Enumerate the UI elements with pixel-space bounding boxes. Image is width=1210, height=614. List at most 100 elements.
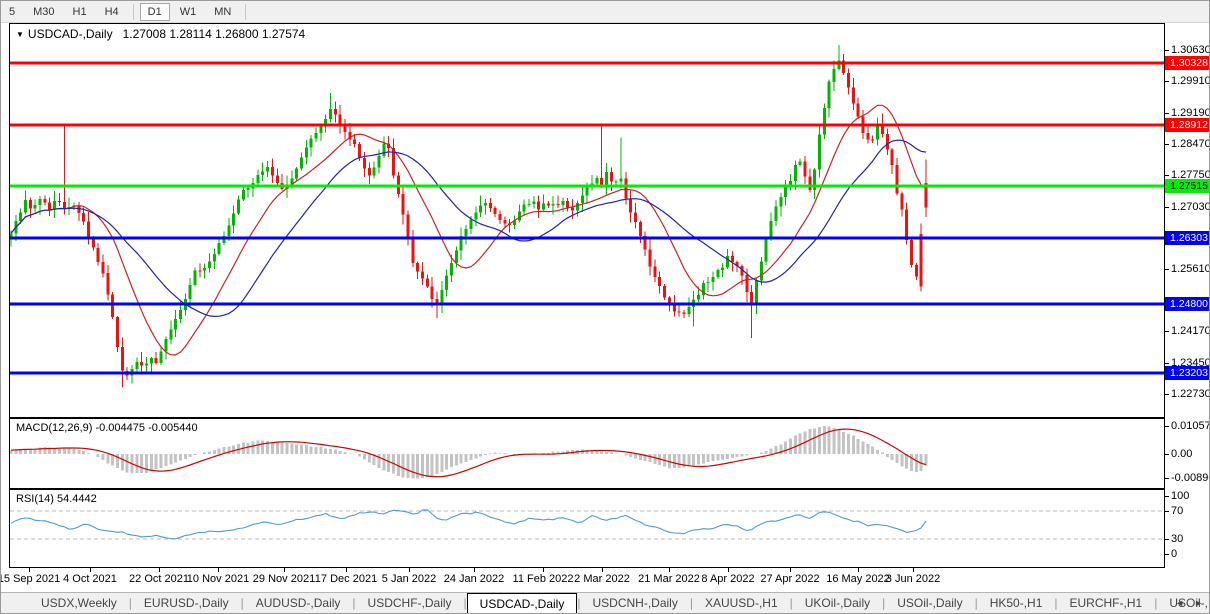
macd-panel[interactable]: MACD(12,26,9) -0.004475 -0.005440 — [9, 418, 1165, 489]
date-label: 8 Apr 2022 — [701, 573, 755, 585]
axis-tick-mark — [1165, 454, 1169, 455]
axis-tick-mark — [1165, 207, 1169, 208]
rsi-chart-canvas[interactable] — [10, 490, 1164, 567]
tab-xauusd-h1[interactable]: XAUUSD-,H1 — [704, 596, 778, 610]
tab-audusd-daily[interactable]: AUDUSD-,Daily — [255, 596, 341, 610]
toolbar-separator — [245, 3, 247, 20]
tab-usdx-weekly[interactable]: USDX,Weekly — [41, 596, 117, 610]
price-axis-tick: 1.30630 — [1171, 44, 1210, 56]
tab-separator: | — [463, 596, 467, 610]
axis-tick-mark — [1165, 496, 1169, 497]
tab-usdcnh-daily[interactable]: USDCNH-,Daily — [592, 596, 678, 610]
date-label: 17 Dec 2021 — [314, 573, 378, 585]
date-label: 2 Mar 2022 — [574, 573, 630, 585]
axis-tick-mark — [1165, 269, 1169, 270]
price-badge-1.27515: 1.27515 — [1165, 179, 1209, 193]
tab-usdcad-daily[interactable]: USDCAD-,Daily — [466, 593, 578, 613]
tab-ukoil-daily[interactable]: UKOil-,Daily — [804, 596, 871, 610]
axis-tick-mark — [1165, 113, 1169, 114]
timeframe-button-MN[interactable]: MN — [214, 5, 232, 18]
rsi-axis-tick: 30 — [1171, 533, 1184, 545]
macd-axis-tick: -0.00896 — [1171, 472, 1209, 484]
date-label: 10 Nov 2021 — [186, 573, 250, 585]
date-tick-mark — [728, 568, 729, 572]
axis-tick-mark — [1165, 394, 1169, 395]
date-label: 22 Oct 2021 — [129, 573, 189, 585]
date-tick-mark — [913, 568, 914, 572]
tab-separator: | — [882, 596, 886, 610]
date-tick-mark — [159, 568, 160, 572]
axis-tick-mark — [1165, 478, 1169, 479]
date-label: 3 Jun 2022 — [885, 573, 941, 585]
tab-separator: | — [689, 596, 693, 610]
chart-title: ▼ USDCAD-,Daily 1.27008 1.28114 1.26800 1.… — [16, 27, 305, 41]
main-chart-panel[interactable]: ▼ USDCAD-,Daily 1.27008 1.28114 1.26800 1.… — [9, 23, 1165, 418]
date-label: 15 Sep 2021 — [0, 573, 61, 585]
tab-separator: | — [577, 596, 581, 610]
date-tick-mark — [284, 568, 285, 572]
tab-usoil-daily[interactable]: USOil-,Daily — [897, 596, 963, 610]
price-axis-tick: 1.25610 — [1171, 263, 1210, 275]
macd-chart-canvas[interactable] — [10, 419, 1164, 488]
tab-separator: | — [1154, 596, 1158, 610]
axis-tick-mark — [1165, 539, 1169, 540]
timeframe-button-H1[interactable]: H1 — [72, 5, 87, 18]
axis-tick-mark — [1165, 363, 1169, 364]
tab-separator: | — [789, 596, 793, 610]
date-label: 21 Mar 2022 — [638, 573, 700, 585]
price-axis-tick: 1.28470 — [1171, 138, 1210, 150]
tab-scroll-arrows: ◄ ► — [1175, 597, 1203, 609]
tab-usoil-h4[interactable]: USOil-,H4 — [1169, 596, 1209, 610]
timeframe-button-M30[interactable]: M30 — [33, 5, 55, 18]
macd-histogram-group — [10, 426, 928, 479]
rsi-panel[interactable]: RSI(14) 54.4442 — [9, 489, 1165, 568]
date-tick-mark — [90, 568, 91, 572]
tab-hk50-h1[interactable]: HK50-,H1 — [989, 596, 1043, 610]
date-tick-mark — [346, 568, 347, 572]
axis-tick-mark — [1165, 175, 1169, 176]
timeframe-button-W1[interactable]: W1 — [179, 5, 197, 18]
date-label: 5 Jan 2022 — [381, 573, 437, 585]
date-tick-mark — [218, 568, 219, 572]
date-tick-mark — [29, 568, 30, 572]
price-badge-1.28912: 1.28912 — [1165, 118, 1209, 132]
tab-separator: | — [974, 596, 978, 610]
tab-eurchf-h1[interactable]: EURCHF-,H1 — [1069, 596, 1143, 610]
date-tick-mark — [858, 568, 859, 572]
date-label: 29 Nov 2021 — [252, 573, 316, 585]
price-badge-1.26303: 1.26303 — [1165, 231, 1209, 245]
chart-tab-bar: USDX,Weekly | EURUSD-,Daily | AUDUSD-,Daily |… — [1, 592, 1209, 613]
date-tick-mark — [409, 568, 410, 572]
chart-dropdown-icon[interactable]: ▼ — [16, 30, 24, 39]
tab-separator: | — [352, 596, 356, 610]
date-tick-mark — [543, 568, 544, 572]
date-tick-mark — [474, 568, 475, 572]
timeframe-button-D1[interactable]: D1 — [139, 2, 170, 21]
axis-tick-mark — [1165, 81, 1169, 82]
rsi-axis-tick: 70 — [1171, 505, 1184, 517]
horizontal-levels-group[interactable] — [10, 61, 1164, 375]
price-axis-tick: 1.24170 — [1171, 325, 1210, 337]
toolbar-separator — [132, 3, 134, 20]
date-label: 4 Oct 2021 — [63, 573, 117, 585]
tab-scroll-right-icon[interactable]: ► — [1194, 598, 1203, 608]
tab-scroll-left-icon[interactable]: ◄ — [1175, 598, 1185, 608]
candles-group — [10, 44, 928, 388]
timeframe-button-H4[interactable]: H4 — [104, 5, 119, 18]
candlestick-chart-canvas[interactable] — [10, 24, 1164, 417]
axis-tick-mark — [1165, 144, 1169, 145]
price-badge-1.30328: 1.30328 — [1165, 56, 1209, 70]
tab-separator: | — [128, 596, 132, 610]
chart-symbol-label: USDCAD-,Daily — [27, 27, 113, 41]
tab-eurusd-daily[interactable]: EURUSD-,Daily — [143, 596, 229, 610]
ma-fast-line — [10, 104, 927, 356]
date-label: 27 Apr 2022 — [760, 573, 820, 585]
tab-usdchf-daily[interactable]: USDCHF-,Daily — [367, 596, 452, 610]
price-axis[interactable]: 1.30630 1.29910 1.29190 1.28470 1.27750 1.270… — [1165, 23, 1210, 592]
timeframe-button-5[interactable]: 5 — [9, 5, 16, 18]
date-axis[interactable]: 15 Sep 2021 4 Oct 2021 22 Oct 2021 10 Nov 2… — [1, 568, 1165, 592]
rsi-line — [10, 509, 927, 540]
date-label: 16 May 2022 — [826, 573, 890, 585]
chart-ohlc-values: 1.27008 1.28114 1.26800 1.27574 — [122, 27, 306, 41]
